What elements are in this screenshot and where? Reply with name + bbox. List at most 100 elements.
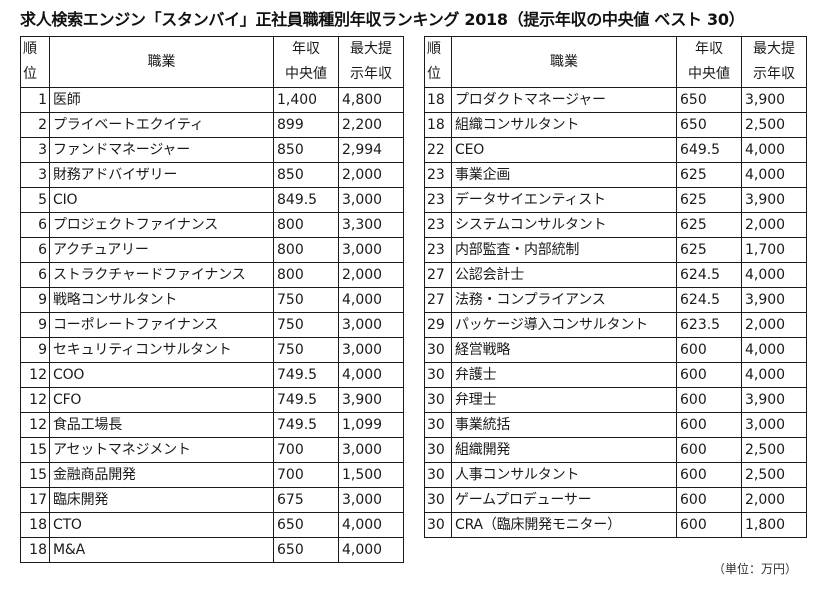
- table-row: 9 セキュリティコンサルタント 750 3,000: [20, 337, 404, 363]
- job-cell: 事業企画: [451, 162, 677, 188]
- median-header: 年収: [273, 36, 339, 62]
- rank-cell: 30: [424, 437, 452, 463]
- table-row: 6 アクチュアリー 800 3,000: [20, 237, 404, 263]
- rank-cell: 18: [20, 537, 50, 563]
- max-cell: 4,000: [338, 512, 404, 538]
- median-cell: 600: [676, 412, 742, 438]
- max-cell: 3,900: [338, 387, 404, 413]
- max-cell: 2,000: [338, 262, 404, 288]
- rank-cell: 30: [424, 337, 452, 363]
- rank-cell: 30: [424, 412, 452, 438]
- table-row: 9 コーポレートファイナンス 750 3,000: [20, 312, 404, 338]
- job-cell: CIO: [49, 187, 274, 213]
- max-cell: 3,900: [741, 187, 807, 213]
- job-cell: コーポレートファイナンス: [49, 312, 274, 338]
- table-row: 5 CIO 849.5 3,000: [20, 187, 404, 213]
- max-cell: 1,099: [338, 412, 404, 438]
- rank-cell: 18: [424, 112, 452, 138]
- job-cell: 人事コンサルタント: [451, 462, 677, 488]
- median-cell: 800: [273, 237, 339, 263]
- table-row: 30 事業統括 600 3,000: [424, 412, 807, 438]
- max-cell: 4,000: [338, 287, 404, 313]
- median-cell: 749.5: [273, 362, 339, 388]
- median-cell: 849.5: [273, 187, 339, 213]
- max-cell: 3,000: [338, 437, 404, 463]
- rank-cell: 18: [424, 87, 452, 113]
- job-cell: 食品工場長: [49, 412, 274, 438]
- table-row: 30 CRA（臨床開発モニター） 600 1,800: [424, 512, 807, 538]
- rank-cell: 30: [424, 362, 452, 388]
- median-cell: 850: [273, 137, 339, 163]
- job-cell: 内部監査・内部統制: [451, 237, 677, 263]
- median-cell: 800: [273, 262, 339, 288]
- table-row: 29 パッケージ導入コンサルタント 623.5 2,000: [424, 312, 807, 338]
- table-row: 23 データサイエンティスト 625 3,900: [424, 187, 807, 213]
- median-cell: 700: [273, 437, 339, 463]
- median-cell: 600: [676, 512, 742, 538]
- job-cell: 組織開発: [451, 437, 677, 463]
- max-cell: 1,800: [741, 512, 807, 538]
- job-cell: 事業統括: [451, 412, 677, 438]
- median-cell: 650: [676, 112, 742, 138]
- rank-cell: 2: [20, 112, 50, 138]
- rank-cell: 12: [20, 387, 50, 413]
- max-cell: 3,000: [338, 312, 404, 338]
- rank-cell: 3: [20, 162, 50, 188]
- rank-cell: 9: [20, 337, 50, 363]
- max-cell: 2,500: [741, 437, 807, 463]
- table-row: 3 ファンドマネージャー 850 2,994: [20, 137, 404, 163]
- max-cell: 3,900: [741, 387, 807, 413]
- job-cell: アセットマネジメント: [49, 437, 274, 463]
- unit-note: （単位：万円）: [713, 562, 798, 576]
- table-row: 18 CTO 650 4,000: [20, 512, 404, 538]
- median-cell: 625: [676, 237, 742, 263]
- median-cell: 750: [273, 312, 339, 338]
- table-row: 15 金融商品開発 700 1,500: [20, 462, 404, 488]
- rank-cell: 23: [424, 237, 452, 263]
- rank-cell: 27: [424, 262, 452, 288]
- max-cell: 3,900: [741, 87, 807, 113]
- rank-cell: 5: [20, 187, 50, 213]
- table-row: 3 財務アドバイザリー 850 2,000: [20, 162, 404, 188]
- median-cell: 624.5: [676, 262, 742, 288]
- job-cell: CEO: [451, 137, 677, 163]
- rank-cell: 27: [424, 287, 452, 313]
- job-cell: ファンドマネージャー: [49, 137, 274, 163]
- job-cell: CFO: [49, 387, 274, 413]
- max-cell: 2,500: [741, 462, 807, 488]
- rank-cell: 12: [20, 362, 50, 388]
- table-row: 22 CEO 649.5 4,000: [424, 137, 807, 163]
- rank-cell: 18: [20, 512, 50, 538]
- table-row: 12 CFO 749.5 3,900: [20, 387, 404, 413]
- rank-cell: 23: [424, 212, 452, 238]
- table-row: 23 システムコンサルタント 625 2,000: [424, 212, 807, 238]
- median-cell: 750: [273, 337, 339, 363]
- median-header-line2: 中央値: [273, 62, 339, 88]
- max-cell: 2,000: [741, 487, 807, 513]
- median-cell: 600: [676, 462, 742, 488]
- job-cell: ゲームプロデューサー: [451, 487, 677, 513]
- rank-cell: 29: [424, 312, 452, 338]
- max-cell: 4,000: [741, 162, 807, 188]
- median-cell: 623.5: [676, 312, 742, 338]
- max-cell: 4,000: [741, 362, 807, 388]
- rank-cell: 12: [20, 412, 50, 438]
- job-cell: データサイエンティスト: [451, 187, 677, 213]
- table-row: 27 法務・コンプライアンス 624.5 3,900: [424, 287, 807, 313]
- rank-cell: 6: [20, 262, 50, 288]
- rank-header-line2: 位: [20, 62, 50, 88]
- median-cell: 600: [676, 337, 742, 363]
- max-cell: 2,500: [741, 112, 807, 138]
- job-cell: アクチュアリー: [49, 237, 274, 263]
- max-cell: 2,000: [741, 212, 807, 238]
- table-row: 2 プライベートエクイティ 899 2,200: [20, 112, 404, 138]
- rank-header: 順: [20, 36, 50, 62]
- rank-cell: 15: [20, 437, 50, 463]
- rank-cell: 17: [20, 487, 50, 513]
- job-cell: CRA（臨床開発モニター）: [451, 512, 677, 538]
- max-cell: 3,000: [338, 187, 404, 213]
- median-cell: 649.5: [676, 137, 742, 163]
- table-row: 23 内部監査・内部統制 625 1,700: [424, 237, 807, 263]
- job-cell: 法務・コンプライアンス: [451, 287, 677, 313]
- rank-cell: 9: [20, 287, 50, 313]
